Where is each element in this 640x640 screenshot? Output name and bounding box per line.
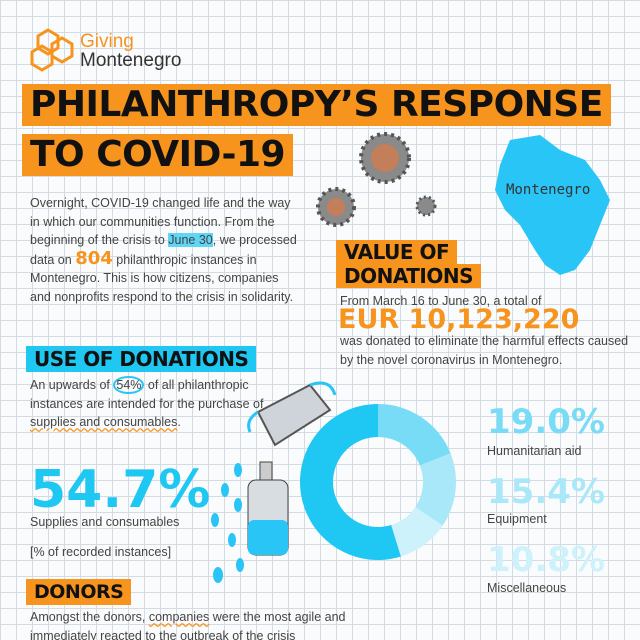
- donut-segment: [378, 404, 451, 466]
- text: Overnight, COVID-19 changed life and the…: [30, 196, 291, 247]
- text: of all philanthropic instances are inten…: [30, 378, 264, 411]
- section-heading: USE OF DONATIONS: [26, 346, 257, 372]
- percent-label: 54.7%: [30, 460, 211, 520]
- map-shape: [495, 135, 610, 275]
- highlight: 54%: [113, 376, 145, 394]
- section-heading: DONORS: [26, 579, 132, 605]
- highlight: supplies and consumables: [30, 415, 178, 429]
- title-line: TO COVID-19: [22, 134, 294, 176]
- use-text: An upwards of 54% of all philanthropic i…: [30, 376, 270, 432]
- text: philanthropic instances in Montenegro. T…: [30, 252, 294, 304]
- category-label: Supplies and consumables: [30, 515, 180, 529]
- donut-chart: [300, 404, 456, 560]
- percent-label: 15.4%: [487, 472, 605, 512]
- percent-label: 10.8%: [487, 540, 605, 580]
- donut-segment: [415, 453, 456, 526]
- percent-label: 19.0%: [487, 402, 605, 442]
- section-heading: VALUE OF: [336, 240, 458, 264]
- text: An upwards of: [30, 378, 114, 392]
- category-label: Miscellaneous: [487, 581, 567, 595]
- text: were the most agile and immediately reac…: [30, 610, 346, 640]
- donation-amount: EUR 10,123,220: [338, 304, 580, 335]
- value-text: was donated to eliminate the harmful eff…: [340, 334, 629, 367]
- category-label: Humanitarian aid: [487, 444, 582, 458]
- highlight-number: 804: [75, 247, 113, 269]
- map-label: Montenegro: [506, 182, 591, 198]
- value-lead: From March 16 to June 30, a total of: [340, 294, 542, 308]
- donors-text: Amongst the donors, companies were the m…: [30, 608, 360, 640]
- sanitizer-icon: [247, 461, 289, 556]
- highlight: June 30: [168, 233, 213, 247]
- text: Amongst the donors,: [30, 610, 149, 624]
- drops: [211, 463, 244, 583]
- highlight: companies: [148, 610, 210, 624]
- text: .: [177, 415, 181, 429]
- title-line: PHILANTHROPY’S RESPONSE: [22, 84, 611, 126]
- logo-icon: [30, 28, 74, 72]
- donut-segment: [391, 507, 443, 557]
- intro-text: Overnight, COVID-19 changed life and the…: [30, 194, 302, 306]
- note: [% of recorded instances]: [30, 545, 172, 559]
- virus-icons: [316, 132, 437, 227]
- category-label: Equipment: [487, 512, 547, 526]
- brand-top: Giving: [80, 31, 134, 52]
- text: , we processed data on: [30, 233, 297, 267]
- donut-segment: [300, 404, 401, 560]
- brand-bottom: Montenegro: [80, 50, 182, 71]
- section-heading: DONATIONS: [336, 264, 481, 288]
- mask-icon: [247, 381, 337, 447]
